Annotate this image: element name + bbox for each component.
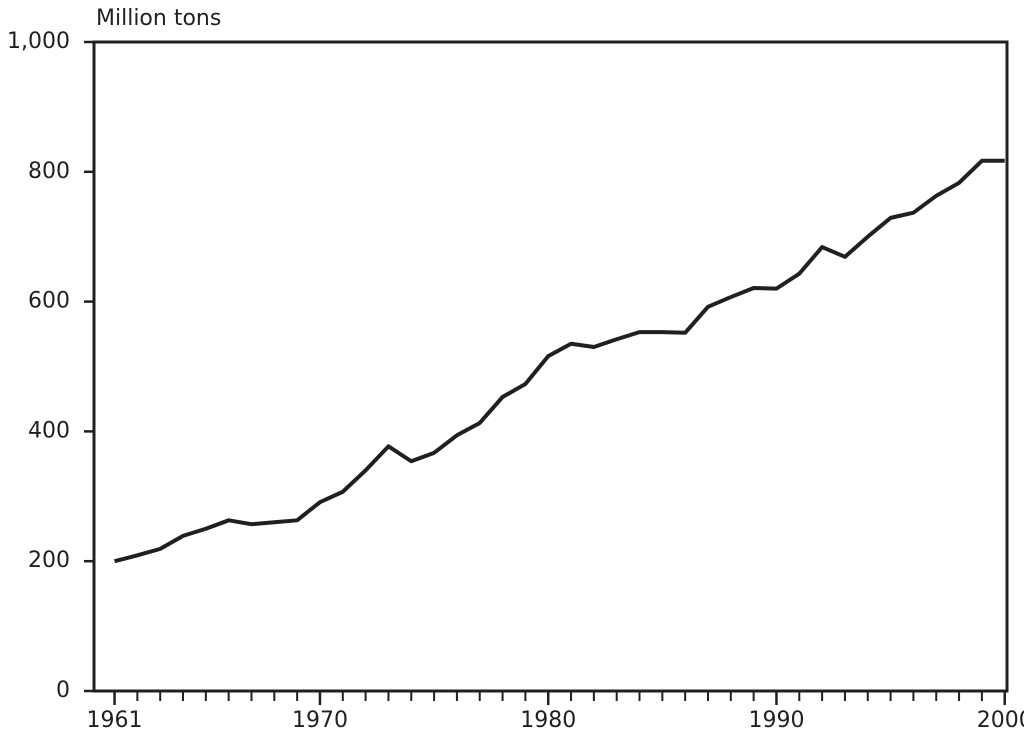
y-tick-label: 400 — [28, 418, 70, 443]
data-line — [114, 158, 1005, 564]
y-axis-label: Million tons — [96, 6, 221, 31]
y-tick-label: 0 — [56, 678, 70, 703]
y-tick-label: 800 — [28, 159, 70, 184]
y-tick-label: 1,000 — [7, 29, 70, 54]
plot-frame — [92, 40, 1009, 693]
x-tick-label: 2000 — [977, 708, 1024, 733]
x-tick-label: 1990 — [748, 708, 804, 733]
x-tick-label: 1961 — [87, 708, 143, 733]
y-tick-label: 600 — [28, 289, 70, 314]
x-tick-label: 1970 — [292, 708, 348, 733]
y-tick-label: 200 — [28, 548, 70, 573]
x-tick-label: 1980 — [520, 708, 576, 733]
